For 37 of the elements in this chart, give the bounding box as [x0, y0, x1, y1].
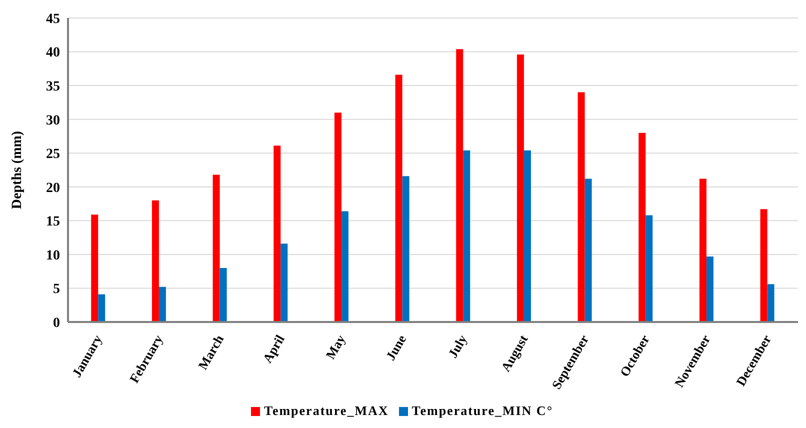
- bar: [699, 178, 706, 322]
- bar: [516, 54, 524, 322]
- bar: [395, 74, 402, 322]
- bar: [584, 178, 592, 322]
- y-axis-title: Depths (mm): [10, 130, 25, 210]
- y-tick-label: 0: [53, 316, 60, 331]
- legend-label: Temperature_MAX: [264, 403, 389, 418]
- bar: [280, 244, 288, 322]
- bar: [456, 49, 464, 322]
- bar: [334, 112, 342, 322]
- bar: [706, 256, 714, 322]
- bar: [402, 176, 410, 322]
- y-tick-label: 30: [46, 113, 60, 128]
- bar: [463, 150, 470, 322]
- y-tick-label: 5: [53, 282, 60, 298]
- bar: [91, 214, 98, 322]
- bar: [212, 174, 220, 322]
- y-tick-label: 25: [46, 147, 60, 162]
- y-tick-label: 15: [46, 214, 60, 230]
- bar: [638, 132, 646, 322]
- bar: [220, 268, 227, 322]
- bar: [98, 294, 106, 322]
- bar: [274, 146, 281, 322]
- legend-label: Temperature_MIN C°: [412, 403, 554, 418]
- y-tick-label: 20: [46, 180, 60, 196]
- bar: [524, 150, 531, 322]
- bar: [152, 200, 159, 322]
- bar: [158, 286, 166, 322]
- bar: [646, 215, 653, 322]
- y-tick-label: 35: [46, 80, 60, 95]
- bar: [767, 284, 774, 322]
- bar: [578, 92, 585, 322]
- y-tick-label: 10: [46, 248, 60, 264]
- y-tick-label: 40: [46, 46, 60, 61]
- bar: [341, 211, 348, 322]
- y-tick-label: 45: [46, 12, 60, 27]
- bar: [760, 209, 768, 322]
